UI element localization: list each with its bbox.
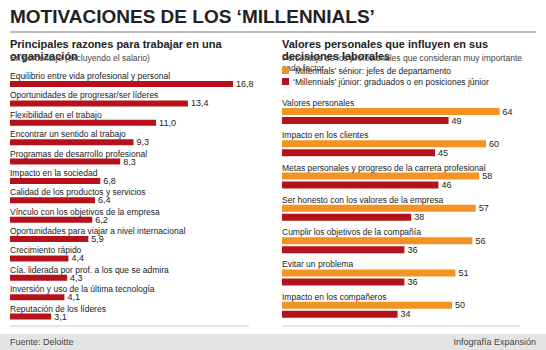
html-text:MOTIVACIONES DE LOS ‘MILLENNIA: MOTIVACIONES DE LOS ‘MILLENNIALS’ — [10, 6, 375, 27]
html-text:‘Millennials’ sénior: jefes de: ‘Millennials’ sénior: jefes de departame… — [293, 65, 451, 76]
svg-text:Vínculo con los objetivos de l: Vínculo con los objetivos de la empresa — [10, 207, 160, 217]
svg-text:56: 56 — [475, 236, 485, 246]
svg-text:Cía. liderada por prof. a los: Cía. liderada por prof. a los que se adm… — [10, 265, 169, 275]
html-text:Infografía Expansión: Infografía Expansión — [453, 337, 536, 347]
svg-text:9,3: 9,3 — [136, 137, 149, 147]
svg-text:36: 36 — [407, 245, 417, 255]
svg-text:Reputación de los líderes: Reputación de los líderes — [10, 303, 106, 314]
svg-text:Encontrar un sentido al trabaj: Encontrar un sentido al trabajo — [10, 129, 126, 139]
svg-text:36: 36 — [407, 277, 417, 287]
svg-text:60: 60 — [489, 139, 499, 149]
svg-text:5,9: 5,9 — [91, 234, 104, 244]
svg-text:64: 64 — [503, 107, 513, 117]
html-text:Fuente: Deloitte: Fuente: Deloitte — [10, 337, 74, 347]
svg-text:Metas personales y progreso de: Metas personales y progreso de la carrer… — [282, 163, 486, 173]
svg-text:6,8: 6,8 — [103, 176, 116, 186]
svg-text:46: 46 — [441, 180, 451, 190]
svg-text:Cumplir los objetivos de la co: Cumplir los objetivos de la compañía — [282, 227, 421, 237]
svg-text:45: 45 — [438, 148, 448, 158]
svg-text:Oportunidades para viajar a ni: Oportunidades para viajar a nivel intern… — [10, 226, 186, 237]
svg-text:Calidad de los productos y ser: Calidad de los productos y servicios — [10, 187, 146, 197]
svg-text:6,2: 6,2 — [95, 215, 108, 225]
svg-text:Ser honesto con los valores de: Ser honesto con los valores de la empres… — [282, 195, 443, 205]
svg-text:Flexibilidad en el trabajo: Flexibilidad en el trabajo — [10, 110, 102, 120]
svg-text:Impacto en los compañeros: Impacto en los compañeros — [282, 292, 386, 302]
svg-text:Inversión y uso de la última t: Inversión y uso de la última tecnología — [10, 284, 155, 294]
svg-text:16,8: 16,8 — [236, 79, 254, 89]
html-text:Principales razones para traba: Principales razones para trabajar en una… — [10, 38, 222, 62]
svg-text:38: 38 — [414, 212, 424, 222]
html-text:Valores personales que influye: Valores personales que influyen en sus d… — [282, 38, 488, 62]
svg-text:4,3: 4,3 — [70, 273, 83, 283]
svg-text:50: 50 — [455, 300, 465, 310]
svg-text:Impacto en la sociedad: Impacto en la sociedad — [10, 168, 98, 178]
html-text:‘Millennials’ júnior: graduado: ‘Millennials’ júnior: graduados o en pos… — [293, 76, 489, 87]
svg-text:Valores personales: Valores personales — [282, 98, 354, 108]
svg-text:49: 49 — [452, 116, 462, 126]
svg-text:6,4: 6,4 — [98, 195, 111, 205]
svg-text:Evitar un problema: Evitar un problema — [282, 259, 354, 269]
svg-text:3,1: 3,1 — [54, 312, 67, 322]
svg-text:11,0: 11,0 — [159, 118, 176, 128]
svg-text:51: 51 — [458, 268, 468, 278]
svg-text:8,3: 8,3 — [123, 157, 136, 167]
svg-text:Crecimiento rápido: Crecimiento rápido — [10, 245, 82, 256]
svg-text:Equilibrio entre vida profesio: Equilibrio entre vida profesional y pers… — [10, 71, 170, 81]
svg-text:58: 58 — [482, 171, 492, 181]
svg-text:4,1: 4,1 — [67, 292, 80, 302]
svg-text:57: 57 — [479, 203, 489, 213]
html-text:Porcentaje de los profesionale: Porcentaje de los profesionales que cons… — [282, 53, 522, 73]
svg-text:34: 34 — [401, 309, 411, 319]
svg-text:Programas de desarrollo profes: Programas de desarrollo profesional — [10, 148, 147, 159]
svg-text:Impacto en los clientes: Impacto en los clientes — [282, 130, 368, 140]
html-text:En porcentaje (excluyendo el s: En porcentaje (excluyendo el salario) — [10, 53, 150, 63]
svg-text:Oportunidades de progresar/ser: Oportunidades de progresar/ser líderes — [10, 90, 158, 100]
svg-text:13,4: 13,4 — [191, 98, 209, 108]
svg-text:4,4: 4,4 — [71, 253, 84, 263]
